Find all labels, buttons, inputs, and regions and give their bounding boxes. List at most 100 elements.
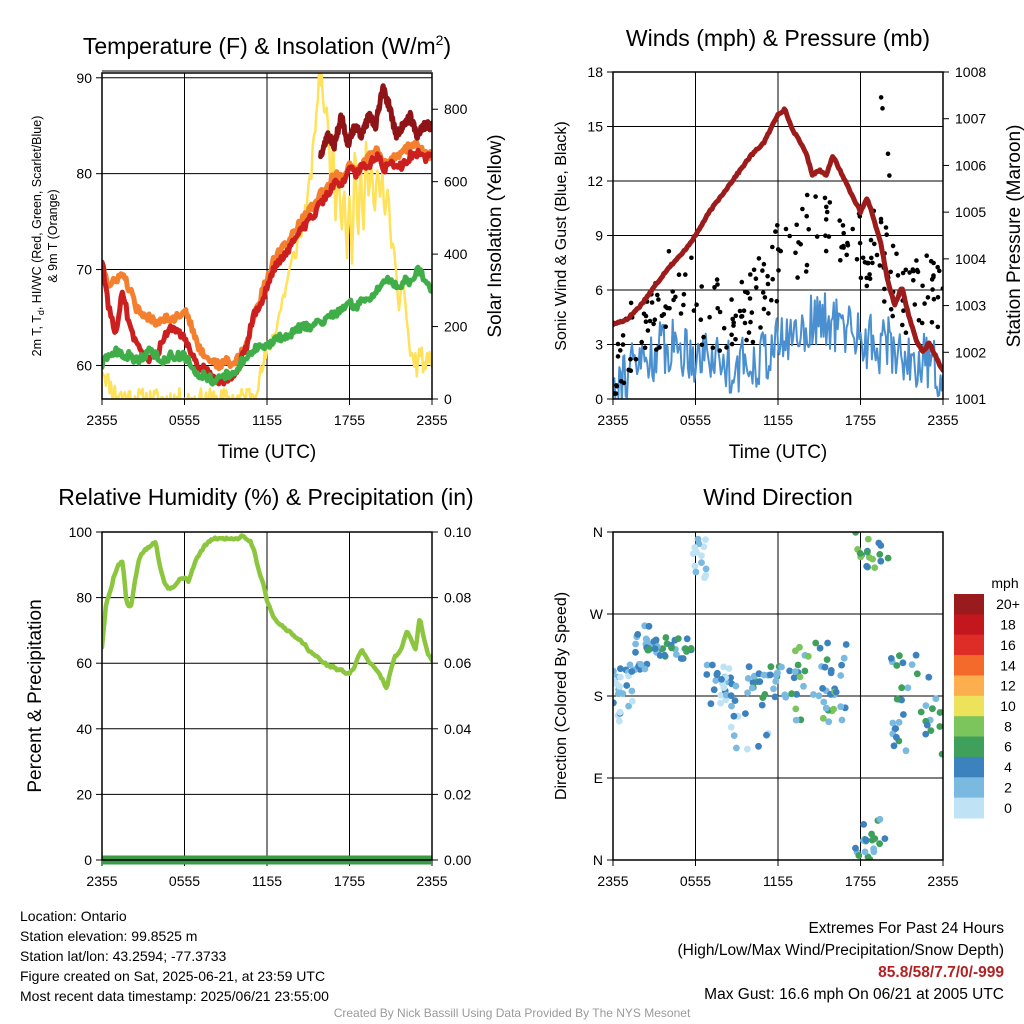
gust-point <box>721 325 727 331</box>
gust-point <box>920 283 925 289</box>
gust-point <box>850 226 855 232</box>
direction-point <box>925 673 933 681</box>
direction-point <box>790 674 798 682</box>
direction-point <box>698 559 705 566</box>
y2-tick-label: 0.02 <box>444 786 471 802</box>
direction-point <box>819 714 827 722</box>
colorbar-label: 10 <box>1000 698 1016 714</box>
direction-point <box>628 687 636 695</box>
chart-title: Relative Humidity (%) & Precipitation (i… <box>58 484 473 510</box>
direction-point <box>712 677 720 684</box>
gust-point <box>822 195 828 201</box>
direction-point <box>691 562 699 570</box>
direction-point <box>876 815 884 823</box>
colorbar-label: 4 <box>1004 759 1012 775</box>
credit-text: Created By Nick Bassill Using Data Provi… <box>333 1006 691 1020</box>
x-axis-label: Time (UTC) <box>729 442 828 463</box>
direction-point <box>641 665 649 673</box>
gust-point <box>715 282 720 287</box>
gust-point <box>804 262 810 268</box>
direction-point <box>822 704 830 712</box>
direction-point <box>902 747 910 755</box>
direction-point <box>824 639 831 647</box>
direction-point <box>816 644 824 652</box>
gust-point <box>794 222 799 228</box>
y2-tick-label: 0.06 <box>444 655 471 671</box>
direction-point <box>923 721 931 729</box>
direction-point <box>922 702 930 709</box>
direction-point <box>771 693 779 701</box>
x-tick-label: 2355 <box>86 412 117 428</box>
direction-point <box>744 745 751 753</box>
gust-point <box>618 348 623 353</box>
gust-point <box>666 249 672 254</box>
gust-point <box>840 223 846 228</box>
gust-point <box>643 319 649 325</box>
gust-point <box>900 322 905 328</box>
gust-point <box>924 253 929 258</box>
direction-point <box>842 641 850 648</box>
direction-point <box>869 555 876 563</box>
gust-point <box>710 345 716 351</box>
panel-1: 2355 0555 1155 1755 2355 60 70 80 90 0 200 400 600 80… <box>30 32 506 463</box>
direction-point <box>889 719 897 727</box>
direction-point <box>759 694 767 701</box>
colorbar-swatch <box>954 594 984 615</box>
y2-tick-label: 1006 <box>955 157 986 173</box>
direction-point <box>912 651 920 659</box>
direction-point <box>877 557 885 565</box>
gust-point <box>698 317 704 323</box>
y-axis-label: Sonic Wind & Gust (Blue, Black) <box>553 121 570 350</box>
gust-point <box>912 302 918 307</box>
gust-point <box>880 106 885 111</box>
gust-point <box>931 273 936 278</box>
direction-point <box>651 645 659 652</box>
gust-point <box>760 290 766 295</box>
direction-point <box>749 679 757 686</box>
gust-point <box>766 311 771 316</box>
y-tick-label: 20 <box>76 786 92 802</box>
gust-point <box>745 290 750 296</box>
gust-point <box>642 345 648 351</box>
x-tick-label: 1755 <box>334 412 365 428</box>
direction-point <box>662 634 670 641</box>
gust-point <box>659 313 665 319</box>
chart-title: Temperature (F) & Insolation (W/m2) <box>83 32 451 59</box>
gust-point <box>841 230 846 236</box>
direction-point <box>700 543 708 551</box>
gust-point <box>813 194 818 199</box>
gust-point <box>864 275 869 281</box>
direction-point <box>730 732 738 739</box>
direction-point <box>927 727 935 734</box>
x-tick-label: 2355 <box>597 412 628 428</box>
gust-point <box>900 270 906 276</box>
gust-point <box>761 306 767 312</box>
gust-point <box>845 243 851 248</box>
gust-point <box>890 243 896 249</box>
direction-point <box>668 644 675 652</box>
direction-point <box>687 645 695 652</box>
gust-point <box>655 292 660 298</box>
direction-point <box>837 672 845 679</box>
direction-point <box>870 845 877 853</box>
gust-point <box>878 95 884 100</box>
title-close: ) <box>443 33 451 59</box>
colorbar-label: 8 <box>1004 718 1012 734</box>
direction-point <box>856 550 864 557</box>
direction-point <box>644 646 652 654</box>
direction-point <box>619 690 627 697</box>
direction-point <box>615 717 623 725</box>
gust-point <box>654 347 659 352</box>
direction-point <box>744 689 751 697</box>
direction-point <box>645 622 653 630</box>
y-tick-label: 60 <box>76 655 92 671</box>
x-tick-label: 2355 <box>597 873 628 889</box>
direction-point <box>922 730 930 738</box>
direction-point <box>852 532 859 536</box>
plot-border <box>612 71 944 400</box>
gust-point <box>874 252 880 258</box>
y2-tick-label: 1004 <box>955 251 986 267</box>
direction-point <box>613 667 617 675</box>
direction-point <box>904 684 912 692</box>
colorbar-label: 0 <box>1004 800 1012 816</box>
